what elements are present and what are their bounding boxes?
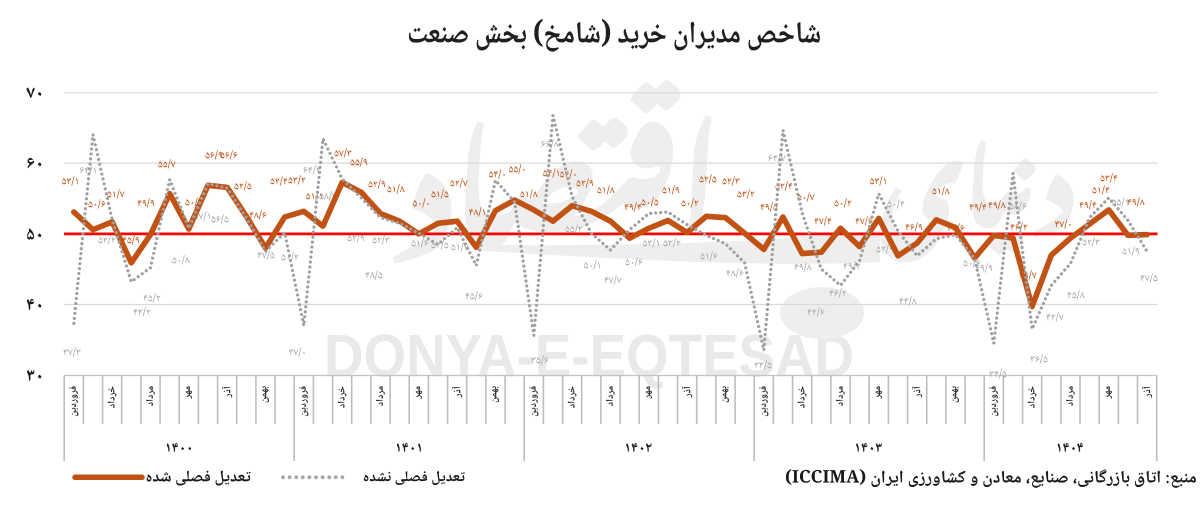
svg-text:DONYA-E-EQTESAD: DONYA-E-EQTESAD — [324, 323, 854, 390]
